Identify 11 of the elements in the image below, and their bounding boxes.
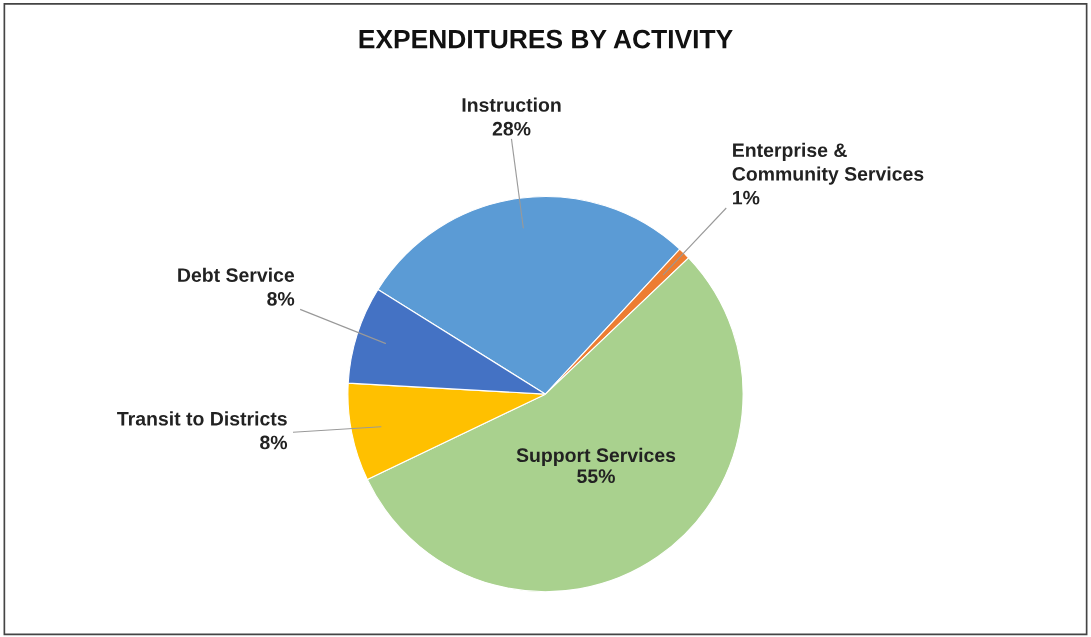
data-label: 8% (267, 291, 295, 306)
data-label: 55% (577, 469, 615, 484)
data-label: 1% (733, 190, 760, 205)
chart-title: EXPENDITURES BY ACTIVITY (359, 29, 733, 49)
slice-label: Instruction (462, 97, 561, 112)
data-label: 8% (260, 435, 288, 450)
slice-label: Transit to Districts (117, 411, 287, 426)
slice-label: Enterprise & Community Services (732, 142, 924, 185)
slice-label: Debt Service (178, 267, 295, 282)
data-label: 28% (492, 121, 531, 136)
slice-label: Support Services (516, 447, 676, 466)
